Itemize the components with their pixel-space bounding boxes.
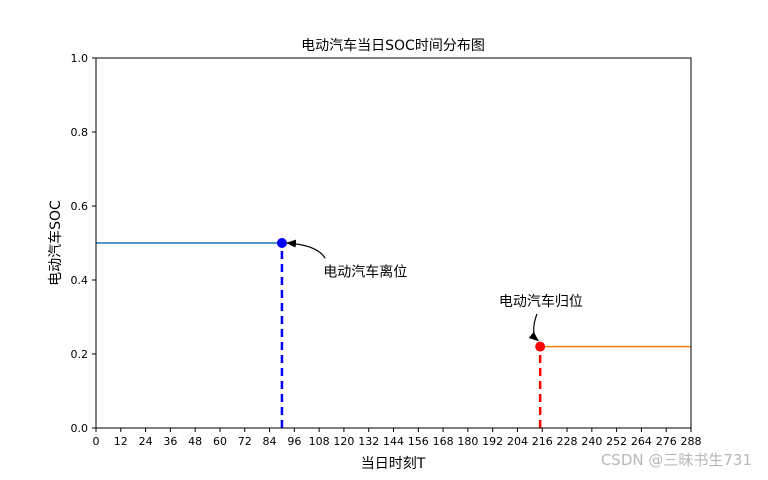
x-tick-label: 96 xyxy=(287,435,301,448)
x-tick-label: 72 xyxy=(238,435,252,448)
x-tick-label: 24 xyxy=(139,435,153,448)
x-tick-label: 156 xyxy=(408,435,429,448)
x-axis-label: 当日时刻T xyxy=(361,456,426,472)
x-tick-label: 168 xyxy=(433,435,454,448)
x-tick-label: 120 xyxy=(333,435,354,448)
x-tick-label: 240 xyxy=(581,435,602,448)
plot-frame xyxy=(95,57,692,429)
annotation-label: 电动汽车离位 xyxy=(323,263,407,280)
y-tick-label: 0.2 xyxy=(71,348,89,361)
watermark: CSDN @三昧书生731 xyxy=(600,451,752,469)
chart-title: 电动汽车当日SOC时间分布图 xyxy=(301,37,485,54)
x-tick-label: 0 xyxy=(93,435,100,448)
x-tick-label: 60 xyxy=(213,435,227,448)
x-tick-label: 192 xyxy=(482,435,503,448)
x-tick-label: 216 xyxy=(532,435,553,448)
data-point-marker-1 xyxy=(276,238,287,248)
x-tick-label: 204 xyxy=(507,435,528,448)
x-tick-label: 180 xyxy=(457,435,478,448)
y-axis-label: 电动汽车SOC xyxy=(47,200,64,286)
y-tick-label: 0.4 xyxy=(71,274,89,287)
y-tick-label: 0.0 xyxy=(71,422,89,435)
x-tick-label: 84 xyxy=(263,435,277,448)
x-tick-label: 132 xyxy=(358,435,379,448)
annotation-arrow xyxy=(285,239,326,259)
x-tick-label: 48 xyxy=(188,435,202,448)
annotation-arrow xyxy=(528,313,539,342)
x-tick-label: 252 xyxy=(606,435,627,448)
x-tick-label: 108 xyxy=(309,435,330,448)
x-tick-label: 12 xyxy=(114,435,128,448)
annotation-label: 电动汽车归位 xyxy=(499,293,583,310)
x-tick-label: 288 xyxy=(681,435,702,448)
x-tick-label: 276 xyxy=(656,435,677,448)
y-tick-label: 1.0 xyxy=(71,52,89,65)
x-tick-label: 264 xyxy=(631,435,652,448)
x-tick-label: 228 xyxy=(557,435,578,448)
plot-layer: 0 12 24 36 48 60 72 84 96 108 120 132 144 156 168 180 19… xyxy=(71,52,702,448)
x-tick-label: 144 xyxy=(383,435,404,448)
data-point-marker-2 xyxy=(535,341,546,352)
y-tick-label: 0.6 xyxy=(71,200,89,213)
y-tick-label: 0.8 xyxy=(71,126,89,139)
x-tick-label: 36 xyxy=(163,435,177,448)
